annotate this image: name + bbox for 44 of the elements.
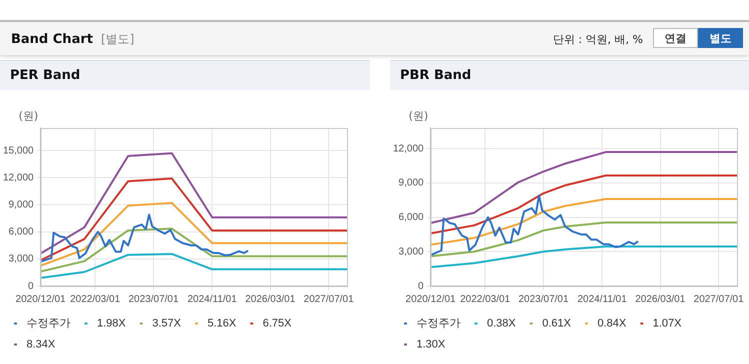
- x-tick-label: 2020/12/01: [406, 294, 456, 305]
- text: 별도: [698, 28, 743, 48]
- legend-label: 1.07X: [652, 318, 682, 330]
- y-tick-label: 0: [28, 280, 34, 292]
- y-tick-label: 12,000: [2, 172, 34, 184]
- text: Band Chart: [11, 32, 93, 47]
- x-tick-label: 2020/12/01: [16, 294, 66, 305]
- legend-label: 0.61X: [542, 318, 572, 330]
- y-tick-label: 3,000: [398, 246, 424, 258]
- y-axis-title: (원): [408, 109, 428, 122]
- y-tick-label: 3,000: [8, 254, 34, 265]
- text: 연결: [653, 28, 698, 48]
- y-tick-label: 15,000: [2, 145, 34, 156]
- y-tick-label: 9,000: [398, 178, 424, 189]
- y-tick-label: 12,000: [392, 143, 424, 154]
- x-tick-label: 2026/03/01: [635, 294, 686, 305]
- legend-label: 1.98X: [97, 318, 126, 330]
- x-tick-label: 2024/11/01: [577, 294, 628, 305]
- x-tick-label: 2027/07/01: [304, 294, 354, 305]
- legend-label: 1.30X: [416, 338, 446, 351]
- legend-label: 수정주가: [416, 318, 460, 330]
- text: [별도]: [100, 32, 134, 46]
- legend-label: 수정주가: [26, 318, 70, 330]
- y-tick-label: 9,000: [8, 199, 34, 210]
- y-axis-title: (원): [18, 109, 38, 122]
- y-tick-label: 0: [418, 280, 424, 292]
- legend-label: 3.57X: [152, 318, 182, 330]
- legend-label: 0.84X: [597, 318, 627, 330]
- x-tick-label: 2026/03/01: [245, 294, 296, 305]
- chart-title: PBR Band: [390, 60, 749, 90]
- x-tick-label: 2023/07/01: [128, 294, 179, 305]
- legend-label: 5.16X: [207, 318, 237, 330]
- legend-label: 0.38X: [487, 318, 516, 330]
- x-tick-label: 2024/11/01: [187, 294, 238, 305]
- x-tick-label: 2022/03/01: [460, 294, 511, 305]
- x-tick-label: 2027/07/01: [694, 294, 744, 305]
- text: 단위 : 억원, 배, %: [552, 32, 643, 47]
- y-tick-label: 6,000: [398, 212, 424, 224]
- legend-label: 8.34X: [26, 338, 56, 351]
- x-tick-label: 2023/07/01: [518, 294, 569, 305]
- legend-label: 6.75X: [262, 318, 292, 330]
- y-tick-label: 6,000: [8, 226, 34, 238]
- chart-title: PER Band: [0, 60, 370, 90]
- x-tick-label: 2022/03/01: [70, 294, 121, 305]
